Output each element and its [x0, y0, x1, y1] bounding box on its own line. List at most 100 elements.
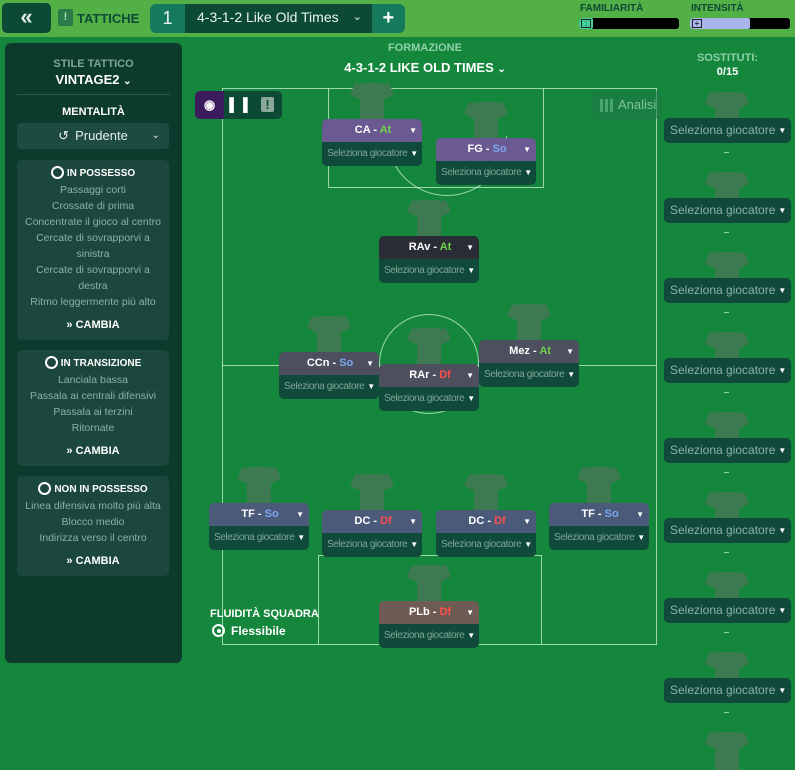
mentality-label: MENTALITÀ	[62, 106, 125, 118]
intensity-bar[interactable]: +	[690, 18, 790, 29]
role-selector[interactable]: CCn - So ▼	[279, 352, 379, 375]
role-selector[interactable]: Mez - At ▼	[479, 340, 579, 363]
substitute-select[interactable]: Seleziona giocatore ▼	[664, 118, 791, 143]
player-select-placeholder: Seleziona giocatore	[327, 148, 408, 159]
player-select-dropdown[interactable]: Seleziona giocatore ▼	[436, 161, 536, 185]
double-chevron-left-icon: «	[20, 4, 33, 29]
role-name: FG	[467, 143, 483, 155]
change-button[interactable]: » CAMBIA	[17, 318, 169, 332]
role-name: RAv	[408, 241, 431, 253]
player-select-dropdown[interactable]: Seleziona giocatore ▼	[379, 259, 479, 283]
role-selector[interactable]: TF - So ▼	[549, 503, 649, 526]
dropdown-arrow-icon: ▼	[409, 126, 417, 135]
formation-dropdown[interactable]: 4-3-1-2 LIKE OLD TIMES ⌄	[185, 60, 665, 75]
analysis-button[interactable]: Analisi	[593, 91, 663, 119]
substitute-select[interactable]: Seleziona giocatore ▼	[664, 278, 791, 303]
role-label: DC - Df	[354, 515, 392, 527]
role-label: Mez - At	[509, 345, 551, 357]
substitute-select[interactable]: Seleziona giocatore ▼	[664, 358, 791, 383]
role-label: FG - So	[467, 143, 507, 155]
player-slot-ca: CA - At ▼ Seleziona giocatore ▼	[322, 119, 422, 166]
chevron-down-icon: ⌄	[497, 64, 506, 75]
penalty-box-bottom	[318, 555, 542, 645]
player-slot-mez: Mez - At ▼ Seleziona giocatore ▼	[479, 340, 579, 387]
target-icon	[212, 624, 225, 637]
dropdown-arrow-icon: ▼	[366, 359, 374, 368]
player-slot-rav: RAv - At ▼ Seleziona giocatore ▼	[379, 236, 479, 283]
tactic-name-dropdown[interactable]: 4-3-1-2 Like Old Times ⌄	[185, 4, 372, 33]
role-selector[interactable]: DC - Df ▼	[436, 510, 536, 533]
mentality-dropdown[interactable]: ↺ Prudente ⌄	[17, 123, 169, 149]
shirt-icon	[349, 79, 395, 121]
section-title: NON IN POSSESSO	[54, 484, 148, 495]
substitute-select[interactable]: Seleziona giocatore ▼	[664, 438, 791, 463]
instructions-view-button[interactable]: !	[253, 91, 282, 119]
role-name: DC	[354, 515, 371, 527]
player-view-button[interactable]: ◉	[195, 91, 224, 119]
style-dropdown[interactable]: VINTAGE2 ⌄	[5, 72, 182, 87]
add-tactic-button[interactable]: +	[382, 7, 395, 29]
player-select-dropdown[interactable]: Seleziona giocatore ▼	[549, 526, 649, 550]
change-button[interactable]: » CAMBIA	[17, 554, 169, 568]
role-label: TF - So	[581, 508, 619, 520]
intensity-icon: +	[692, 19, 702, 28]
back-button[interactable]: «	[2, 3, 51, 33]
dropdown-arrow-icon: ▼	[778, 206, 787, 215]
double-chevron-right-icon: »	[66, 555, 73, 567]
role-selector[interactable]: RAr - Df ▼	[379, 364, 479, 387]
instruction-item: Cercate di sovrapporvi a sinistra	[36, 232, 150, 260]
substitute-select[interactable]: Seleziona giocatore ▼	[664, 678, 791, 703]
player-select-dropdown[interactable]: Seleziona giocatore ▼	[436, 533, 536, 557]
player-select-dropdown[interactable]: Seleziona giocatore ▼	[379, 387, 479, 411]
section-header: IN TRANSIZIONE	[17, 356, 169, 372]
section-title: IN TRANSIZIONE	[60, 358, 142, 369]
role-selector[interactable]: PLb - Df ▼	[379, 601, 479, 624]
substitute-select[interactable]: Seleziona giocatore ▼	[664, 198, 791, 223]
style-label: STILE TATTICO	[53, 58, 134, 70]
role-selector[interactable]: TF - So ▼	[209, 503, 309, 526]
shirt-icon	[349, 470, 395, 512]
stats-view-button[interactable]: ▌▐	[229, 97, 248, 112]
player-select-dropdown[interactable]: Seleziona giocatore ▼	[322, 533, 422, 557]
role-selector[interactable]: RAv - At ▼	[379, 236, 479, 259]
player-slot-rar: RAr - Df ▼ Seleziona giocatore ▼	[379, 364, 479, 411]
tactic-number[interactable]: 1	[162, 8, 173, 28]
role-selector[interactable]: DC - Df ▼	[322, 510, 422, 533]
player-slot-tf: TF - So ▼ Seleziona giocatore ▼	[209, 503, 309, 550]
instruction-item: Ritornate	[71, 422, 115, 434]
dropdown-arrow-icon: ▼	[636, 510, 644, 519]
fluidity-value[interactable]: Flessibile	[212, 624, 286, 638]
player-select-dropdown[interactable]: Seleziona giocatore ▼	[279, 375, 379, 399]
player-select-dropdown[interactable]: Seleziona giocatore ▼	[479, 363, 579, 387]
shirt-icon	[236, 463, 282, 505]
role-duty: So	[604, 508, 619, 520]
section-title: IN POSSESSO	[66, 168, 136, 179]
role-selector[interactable]: FG - So ▼	[436, 138, 536, 161]
style-value: VINTAGE2	[55, 72, 120, 87]
role-duty: At	[539, 345, 551, 357]
dropdown-arrow-icon: ▼	[778, 366, 787, 375]
instruction-item: Blocco medio	[61, 516, 125, 528]
player-select-placeholder: Seleziona giocatore	[441, 167, 522, 178]
analysis-label: Analisi	[618, 97, 657, 112]
change-button[interactable]: » CAMBIA	[17, 444, 169, 458]
substitute-select[interactable]: Seleziona giocatore ▼	[664, 518, 791, 543]
role-name: TF	[241, 508, 255, 520]
role-selector[interactable]: CA - At ▼	[322, 119, 422, 142]
dropdown-arrow-icon: ▼	[523, 145, 531, 154]
player-select-dropdown[interactable]: Seleziona giocatore ▼	[209, 526, 309, 550]
tactics-icon: !	[58, 9, 73, 26]
section-in-possesso: IN POSSESSO Passaggi corti Crossate di pri…	[17, 160, 169, 340]
player-select-dropdown[interactable]: Seleziona giocatore ▼	[322, 142, 422, 166]
sidebar: STILE TATTICO VINTAGE2 ⌄ MENTALITÀ ↺ Prud…	[5, 43, 182, 663]
player-select-dropdown[interactable]: Seleziona giocatore ▼	[379, 624, 479, 648]
dropdown-arrow-icon: ▼	[778, 446, 787, 455]
substitute-select[interactable]: Seleziona giocatore ▼	[664, 598, 791, 623]
familiarity-bar[interactable]: :	[579, 18, 679, 29]
dropdown-arrow-icon: ▼	[523, 517, 531, 526]
shirt-icon	[576, 463, 622, 505]
role-label: RAv - At	[408, 241, 452, 253]
dropdown-arrow-icon: ▼	[778, 606, 787, 615]
mentality-value: Prudente	[75, 128, 128, 143]
dropdown-arrow-icon: ▼	[566, 347, 574, 356]
